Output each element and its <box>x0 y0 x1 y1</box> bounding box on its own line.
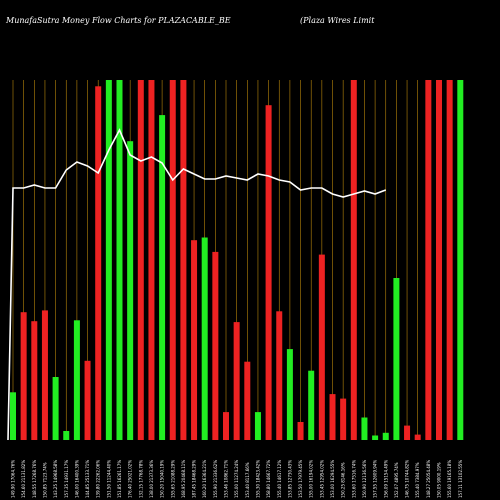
flow-bar <box>254 412 261 440</box>
tick-label: 153.60 17516.74% <box>351 460 356 498</box>
flow-bar <box>436 80 442 440</box>
flow-bar <box>340 398 347 440</box>
tick-label: 155.30 18423.42% <box>255 460 260 498</box>
tick-label: 138.00 21373.36% <box>149 460 154 498</box>
flow-bar <box>329 394 336 440</box>
tick-label: 156.09 15154.49% <box>383 460 388 498</box>
flow-bar <box>159 115 166 440</box>
tick-label: 153.46 10862.71% <box>224 460 229 498</box>
flow-bar <box>127 141 134 440</box>
tick-label: 150.25 8146.16% <box>341 462 346 498</box>
flow-bar <box>457 80 464 440</box>
flow-bar <box>212 251 219 440</box>
tick-label: 155.40 14617.12% <box>277 460 282 498</box>
flow-bar <box>350 80 357 440</box>
flow-bar <box>361 417 368 440</box>
flow-bar <box>105 80 112 440</box>
tick-label: 146.00 16400.39% <box>74 460 79 498</box>
flow-bar <box>233 322 240 440</box>
flow-bar <box>276 311 283 440</box>
flow-bar <box>31 321 38 440</box>
flow-bar <box>52 377 59 440</box>
tick-label: 176.40 25021.02% <box>128 460 133 498</box>
flow-bar <box>404 425 411 440</box>
tick-label: 149.90 17064.76% <box>11 460 16 498</box>
tick-label: 160.20 16364.21% <box>202 460 207 498</box>
flow-bar <box>148 80 155 440</box>
tick-label: 158.80 14667.72% <box>266 460 271 498</box>
tick-label: 153.00 16294.55% <box>330 460 335 498</box>
flow-bar <box>84 360 91 440</box>
flow-line <box>7 128 387 441</box>
chart-tick-labels: 149.90 17064.76% 154.60 21131.82% 148.55 1… <box>11 460 463 498</box>
tick-label: 153.50 17979.45% <box>298 460 303 498</box>
flow-bar <box>41 310 48 440</box>
tick-label: 155.60 19165.18% <box>447 460 452 498</box>
tick-label: 168.95 20468.11% <box>181 460 186 498</box>
chart-bars <box>10 80 464 441</box>
tick-label: 151.50 11244.40% <box>106 460 111 498</box>
chart-title-right: (Plaza Wires Limit <box>300 16 375 25</box>
tick-label: 143.25 14968.58% <box>53 460 58 498</box>
flow-bar <box>446 80 453 440</box>
tick-label: 148.27 25054.48% <box>426 460 431 498</box>
tick-label: 150.05 9000.19% <box>437 462 442 498</box>
chart-title-left: MunafaSutra Money Flow Charts for PLAZAC… <box>5 16 231 25</box>
tick-label: 150.85 7123.74% <box>42 462 47 498</box>
flow-bar <box>169 80 176 440</box>
flow-bar <box>223 412 229 440</box>
flow-bar <box>414 434 421 440</box>
tick-label: 157.55 12609.94% <box>373 460 378 498</box>
tick-label: 155.40 7384.97% <box>415 462 420 498</box>
flow-bar <box>116 80 123 440</box>
tick-label: 187.45 18468.29% <box>192 460 197 498</box>
chart-flow-line <box>7 128 387 441</box>
tick-label: 155.90 21336.62% <box>213 460 218 498</box>
flow-bar <box>382 432 389 440</box>
flow-bar <box>244 361 251 440</box>
flow-bar <box>63 431 70 440</box>
flow-bar <box>265 105 272 440</box>
flow-bar <box>308 370 315 440</box>
tick-label: 153.40 8117.66% <box>245 462 250 498</box>
tick-label: 150.20 15040.19% <box>160 460 165 498</box>
tick-label: 151.85 16261.17% <box>117 460 122 498</box>
tick-label: 153.45 12954.02% <box>319 460 324 498</box>
tick-label: 153.85 12730.43% <box>287 460 292 498</box>
flow-bar <box>201 237 208 440</box>
flow-bar <box>286 349 293 440</box>
tick-label: 139.80 22262.06% <box>96 460 101 498</box>
flow-bar <box>180 80 187 440</box>
tick-label: 144.85 25133.71% <box>85 460 90 498</box>
flow-bar <box>425 80 432 440</box>
tick-label: 148.55 17268.76% <box>32 460 37 498</box>
flow-bar <box>20 312 27 440</box>
tick-label: 157.11 13102.55% <box>458 460 463 498</box>
tick-label: 157.35 14931.17% <box>64 460 69 498</box>
tick-label: 132.15 17768.78% <box>138 460 143 498</box>
tick-label: 155.00 11274.24% <box>234 460 239 498</box>
flow-bar <box>318 254 325 440</box>
flow-bar <box>297 422 304 440</box>
tick-label: 155.00 16194.02% <box>309 460 314 498</box>
tick-label: 152.07 4895.74% <box>394 462 399 498</box>
tick-label: 155.65 21088.29% <box>170 460 175 498</box>
tick-label: 150.90 12136.56% <box>362 460 367 498</box>
flow-bar <box>191 240 198 440</box>
flow-bar <box>10 392 16 440</box>
flow-bar <box>393 278 400 440</box>
flow-bar <box>137 80 144 440</box>
flow-bar <box>73 320 80 440</box>
tick-label: 154.60 21131.82% <box>21 460 26 498</box>
flow-bar <box>95 86 102 441</box>
tick-label: 146.75 10744.82% <box>405 460 410 498</box>
flow-bar <box>372 435 379 440</box>
